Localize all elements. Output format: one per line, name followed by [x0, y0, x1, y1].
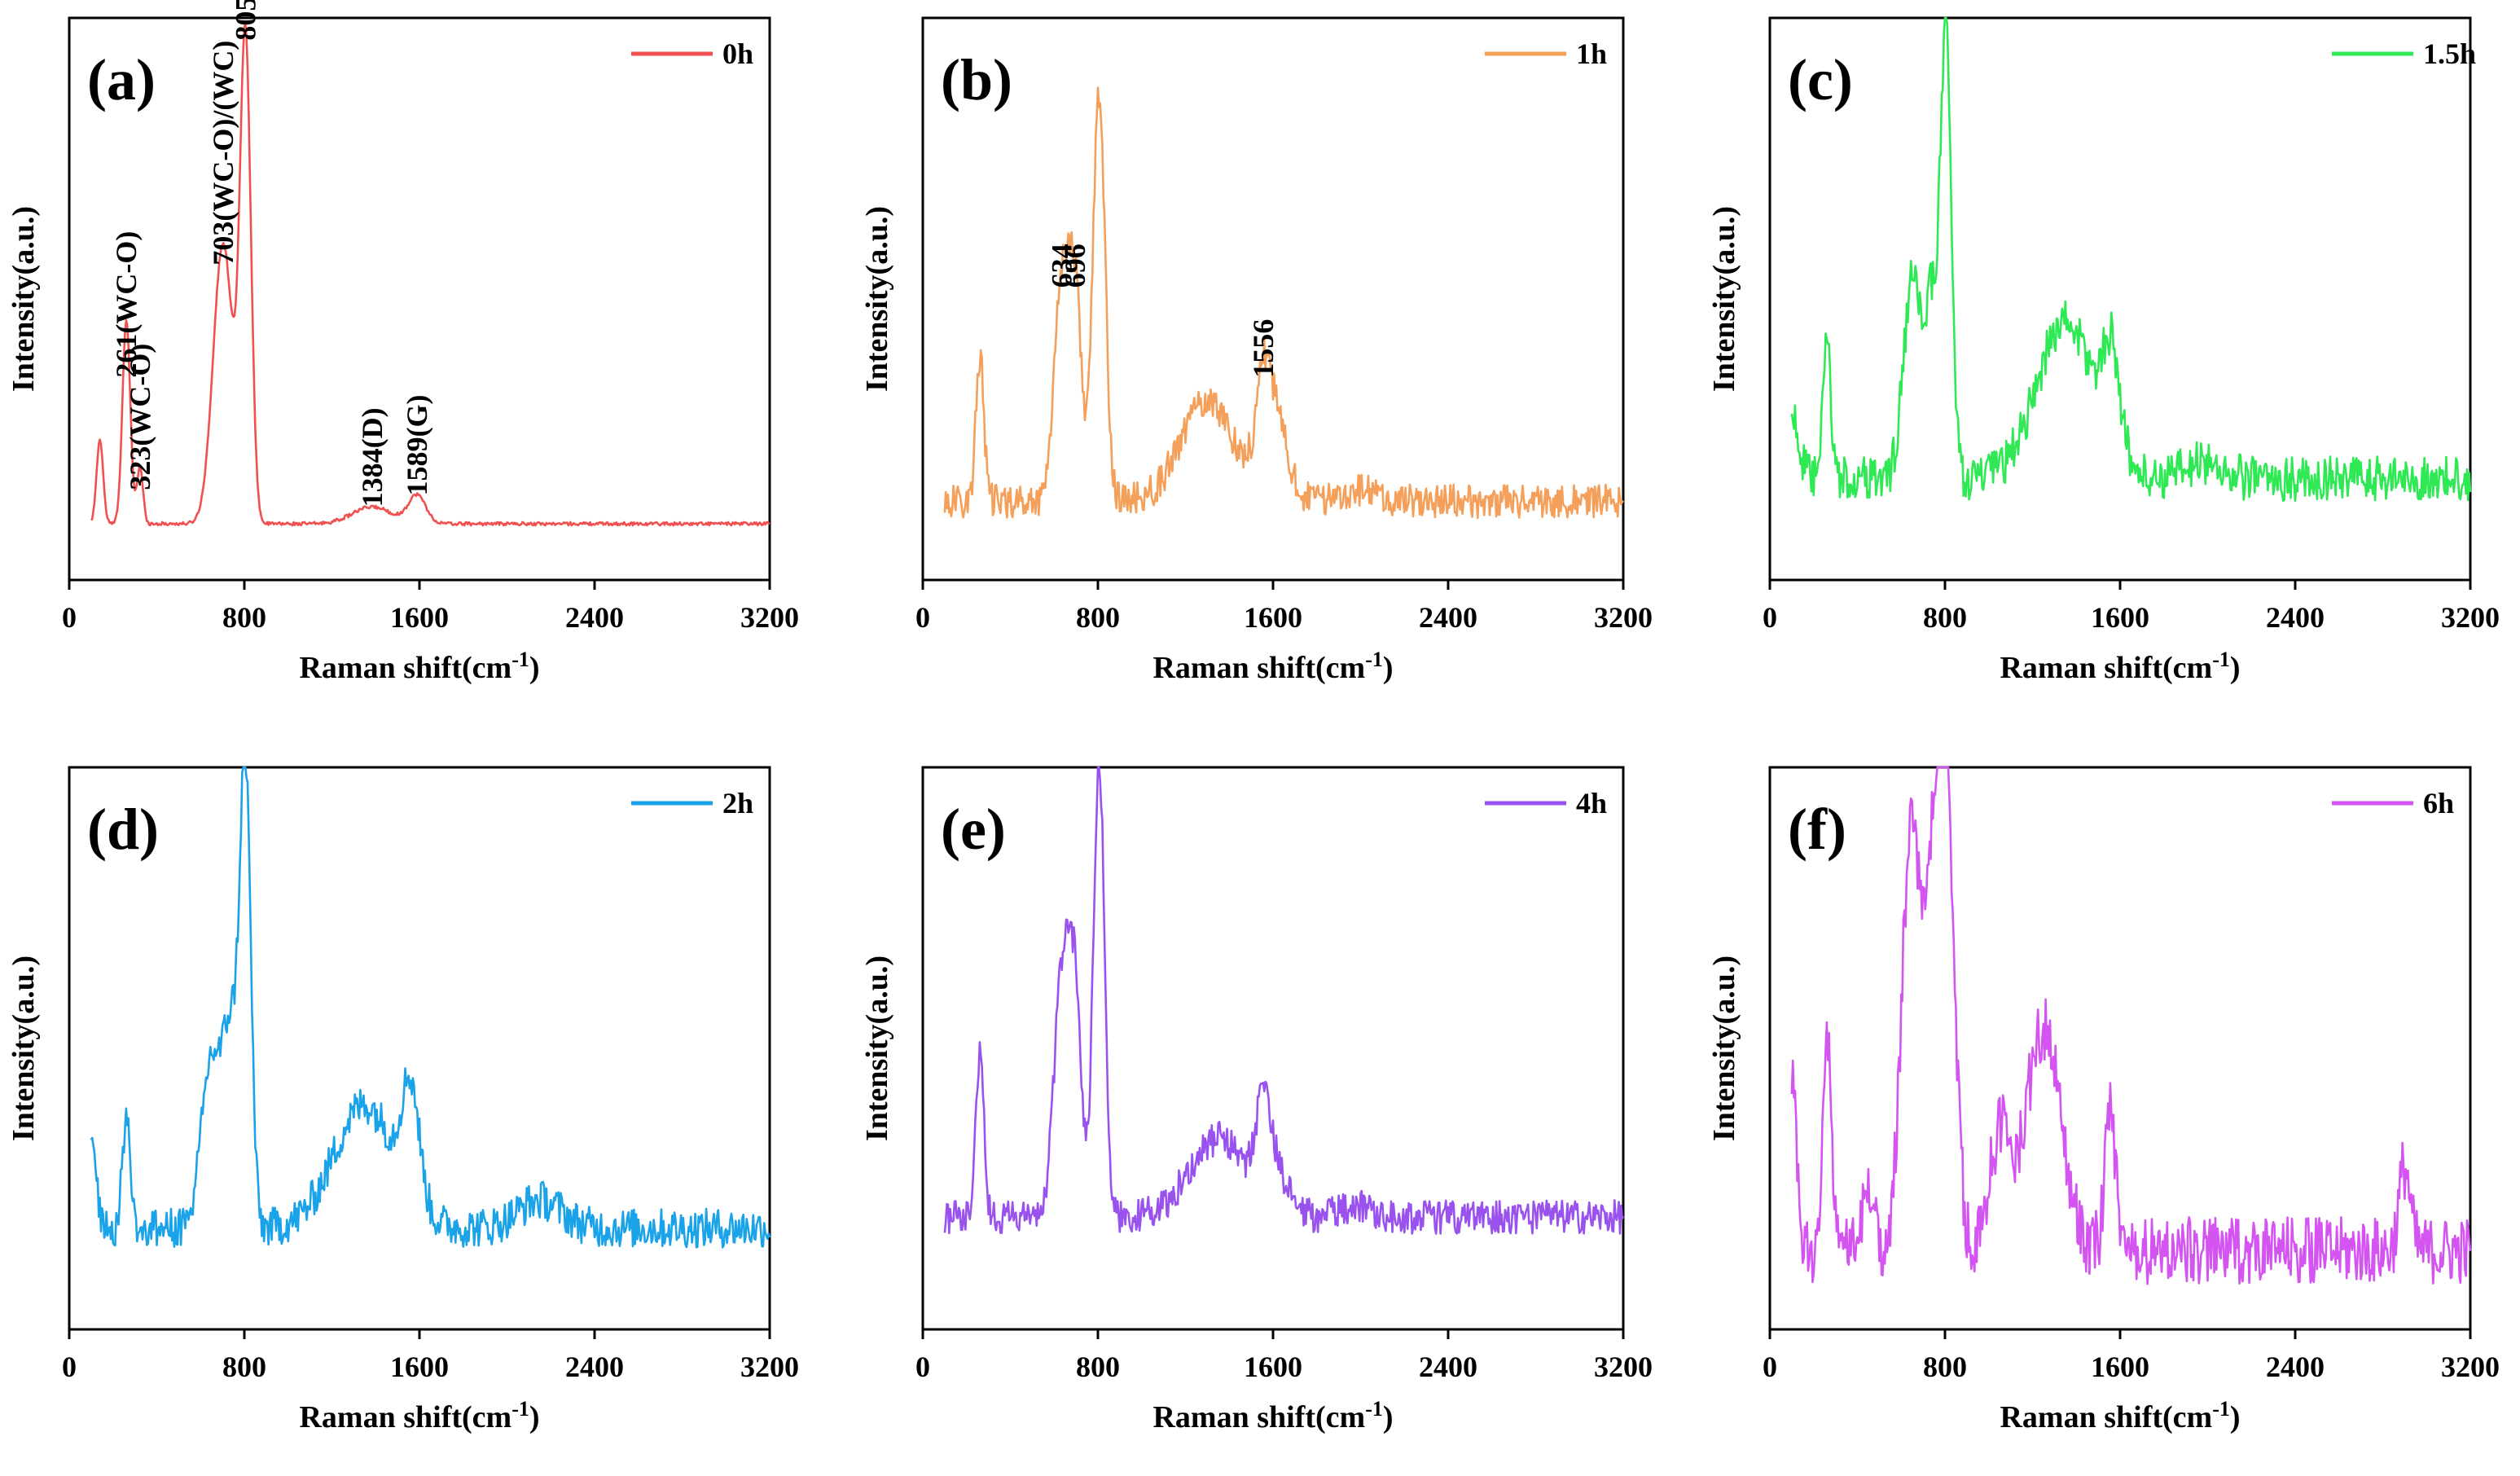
x-tick-label: 800	[1923, 1351, 1967, 1383]
legend-label: 4h	[1576, 787, 1607, 819]
x-tick-label: 1600	[390, 1351, 449, 1383]
x-tick-label: 1600	[2091, 1351, 2149, 1383]
x-tick-label: 0	[62, 601, 77, 634]
x-tick-label: 3200	[1594, 1351, 1653, 1383]
panel-label: (c)	[1788, 47, 1853, 112]
y-axis-title: Intensity(a.u.)	[7, 206, 41, 392]
y-axis-title: Intensity(a.u.)	[1707, 206, 1741, 392]
x-tick-label: 1600	[2091, 601, 2149, 634]
x-tick-label: 3200	[2441, 601, 2500, 634]
x-tick-label: 0	[915, 601, 930, 634]
chart-panel: 0 800 1600 2400 3200 Raman shift(cm-1) Intensi…	[7, 766, 799, 1435]
chart-panel: 0 800 1600 2400 3200 Raman shift(cm-1) Intensi…	[1707, 766, 2500, 1435]
x-tick-label: 2400	[2266, 1351, 2325, 1383]
x-tick-label: 1600	[1244, 601, 1302, 634]
x-axis-title: Raman shift(cm-1)	[2000, 1397, 2240, 1435]
x-axis-title: Raman shift(cm-1)	[299, 648, 539, 686]
y-axis-title: Intensity(a.u.)	[1707, 955, 1741, 1141]
x-tick-label: 3200	[740, 1351, 799, 1383]
peak-annotation: 696	[1059, 244, 1091, 288]
x-tick-label: 3200	[1594, 601, 1653, 634]
legend-label: 6h	[2423, 787, 2454, 819]
x-tick-label: 1600	[390, 601, 449, 634]
x-tick-label: 2400	[1419, 601, 1477, 634]
peak-annotation: 703(WC-O)/(WC)	[207, 41, 239, 266]
x-tick-label: 800	[222, 1351, 266, 1383]
y-axis-title: Intensity(a.u.)	[860, 206, 894, 392]
panel-label: (a)	[87, 47, 156, 112]
x-axis-title: Raman shift(cm-1)	[1152, 1397, 1393, 1435]
x-tick-label: 3200	[740, 601, 799, 634]
spectrum-line	[1790, 766, 2472, 1285]
x-tick-label: 2400	[565, 1351, 624, 1383]
peak-annotation: 261(WC-O)	[110, 231, 143, 378]
peak-annotation: 634	[1045, 244, 1078, 288]
x-tick-label: 800	[1923, 601, 1967, 634]
spectrum-line	[943, 766, 1625, 1235]
panel-label: (f)	[1788, 797, 1846, 862]
plot-frame	[921, 766, 1625, 1331]
x-tick-label: 800	[1076, 1351, 1120, 1383]
x-tick-label: 800	[222, 601, 266, 634]
legend-label: 0h	[722, 37, 753, 70]
panel-label: (e)	[941, 797, 1006, 862]
x-tick-label: 0	[62, 1351, 77, 1383]
y-axis-title: Intensity(a.u.)	[7, 955, 41, 1141]
x-tick-label: 3200	[2441, 1351, 2500, 1383]
legend-label: 1.5h	[2423, 37, 2476, 70]
y-axis-title: Intensity(a.u.)	[860, 955, 894, 1141]
x-tick-label: 2400	[565, 601, 624, 634]
peak-annotation: 1384(D)	[356, 407, 389, 507]
x-tick-label: 2400	[1419, 1351, 1477, 1383]
peak-annotation: 1589(G)	[401, 395, 433, 496]
x-axis-title: Raman shift(cm-1)	[2000, 648, 2240, 686]
panel-label: (b)	[941, 47, 1012, 112]
x-tick-label: 2400	[2266, 601, 2325, 634]
chart-panel: 0 800 1600 2400 3200 Raman shift(cm-1) Intensi…	[860, 16, 1653, 686]
x-axis-title: Raman shift(cm-1)	[1152, 648, 1393, 686]
spectrum-line	[90, 22, 770, 527]
peak-annotation: 323(WC-O)	[124, 344, 156, 490]
chart-panel: 0 800 1600 2400 3200 Raman shift(cm-1) Intensi…	[860, 766, 1653, 1435]
legend-label: 1h	[1576, 37, 1607, 70]
legend-label: 2h	[722, 787, 753, 819]
spectrum-line	[90, 766, 771, 1249]
x-tick-label: 1600	[1244, 1351, 1302, 1383]
chart-panel: 0 800 1600 2400 3200 Raman shift(cm-1) Intensi…	[1707, 16, 2500, 686]
x-tick-label: 800	[1076, 601, 1120, 634]
peak-annotation: 805(WC)	[229, 0, 261, 41]
peak-annotation: 1556	[1247, 319, 1280, 378]
panel-label: (d)	[87, 797, 159, 862]
spectrum-line	[1790, 16, 2472, 503]
spectrum-line	[943, 86, 1624, 520]
x-tick-label: 0	[1763, 1351, 1777, 1383]
x-axis-title: Raman shift(cm-1)	[299, 1397, 539, 1435]
x-tick-label: 0	[1763, 601, 1777, 634]
chart-panel: 0 800 1600 2400 3200 Raman shift(cm-1) Intensi…	[7, 0, 799, 685]
x-tick-label: 0	[915, 1351, 930, 1383]
